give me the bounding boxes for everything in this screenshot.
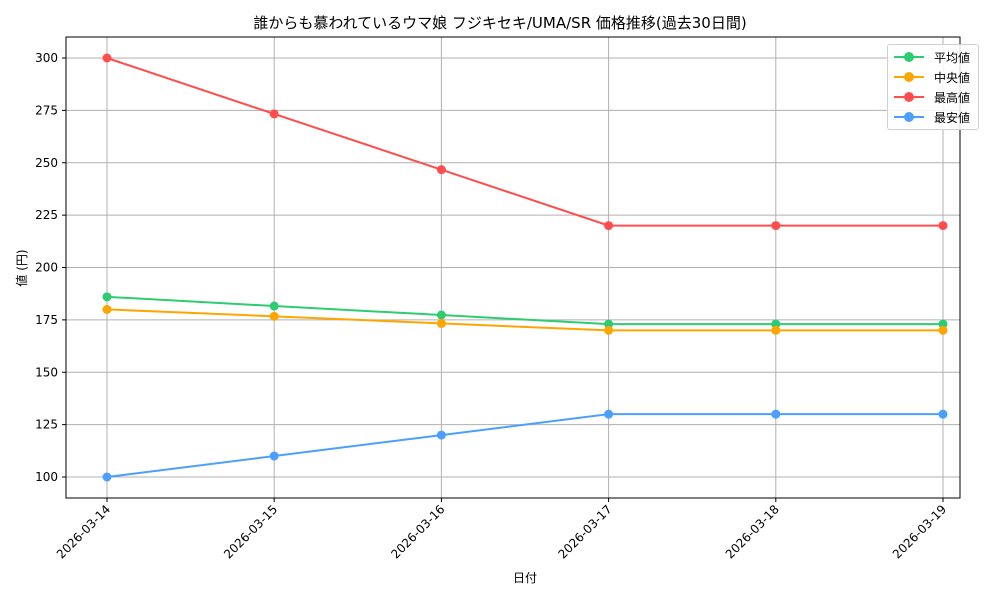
x-axis: 2026-03-14 2026-03-15 2026-03-16 2026-03-17…	[54, 498, 949, 561]
x-tick-label: 2026-03-14	[54, 502, 113, 561]
x-tick-label: 2026-03-16	[388, 502, 447, 561]
data-point	[604, 409, 614, 419]
y-tick-label: 250	[35, 156, 58, 170]
x-tick-label: 2026-03-17	[556, 502, 615, 561]
data-point	[436, 430, 446, 440]
legend-label: 最高値	[934, 90, 971, 105]
data-point	[269, 301, 279, 311]
series-line	[106, 413, 943, 478]
data-point	[604, 319, 614, 329]
series-line	[106, 57, 943, 227]
y-tick-label: 275	[35, 103, 58, 117]
data-point	[102, 304, 112, 314]
y-tick-label: 100	[35, 470, 58, 484]
chart-title: 誰からも慕われているウマ娘 フジキセキ/UMA/SR 価格推移(過去30日間)	[253, 14, 747, 32]
y-tick-label: 300	[35, 51, 58, 65]
legend-item: 平均値	[888, 47, 978, 67]
legend-label: 中央値	[934, 70, 971, 85]
data-point	[938, 319, 948, 329]
data-point	[771, 325, 781, 335]
legend-marker-icon	[894, 92, 924, 102]
data-point	[604, 325, 614, 335]
x-tick-label: 2026-03-18	[723, 502, 782, 561]
data-point	[269, 311, 279, 321]
legend-item: 最安値	[888, 107, 978, 127]
y-axis: 100 125 150 175 200 225 250 275 300	[35, 51, 66, 484]
data-point	[604, 221, 614, 231]
data-point	[771, 319, 781, 329]
series-line	[106, 308, 943, 332]
data-point	[102, 472, 112, 482]
data-point	[102, 53, 112, 63]
data-point	[269, 451, 279, 461]
data-point	[771, 221, 781, 231]
x-tick-label: 2026-03-15	[221, 502, 280, 561]
data-point	[102, 292, 112, 302]
data-point	[938, 325, 948, 335]
legend: 平均値中央値最高値最安値	[887, 44, 979, 130]
x-axis-label: 日付	[513, 571, 537, 585]
series-lines	[102, 53, 948, 482]
legend-label: 平均値	[934, 50, 971, 65]
legend-marker-icon	[894, 52, 924, 62]
y-tick-label: 150	[35, 365, 58, 379]
data-point	[436, 318, 446, 328]
grid-lines	[66, 37, 960, 498]
y-tick-label: 225	[35, 208, 58, 222]
legend-marker-icon	[894, 112, 924, 122]
legend-item: 最高値	[888, 87, 978, 107]
legend-marker-icon	[894, 72, 924, 82]
data-point	[269, 109, 279, 119]
data-point	[436, 165, 446, 175]
y-tick-label: 175	[35, 313, 58, 327]
data-point	[938, 221, 948, 231]
data-point	[436, 310, 446, 320]
y-axis-label: 値 (円)	[14, 249, 29, 286]
legend-item: 中央値	[888, 67, 978, 87]
x-tick-label: 2026-03-19	[890, 502, 949, 561]
data-point	[938, 409, 948, 419]
series-line	[106, 295, 943, 326]
legend-label: 最安値	[934, 110, 971, 125]
y-tick-label: 200	[35, 261, 58, 275]
data-point	[771, 409, 781, 419]
y-tick-label: 125	[35, 418, 58, 432]
